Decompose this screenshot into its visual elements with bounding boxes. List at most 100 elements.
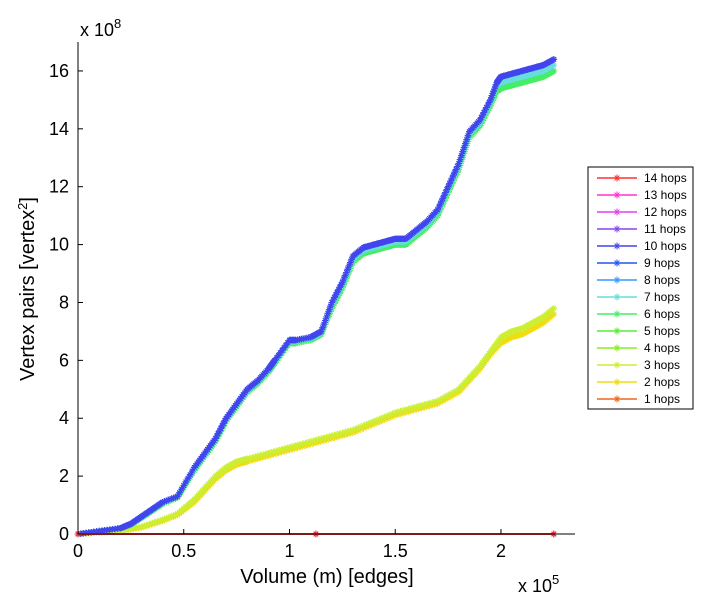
data-point: [296, 441, 304, 448]
series-line: [77, 58, 555, 535]
data-point: [421, 401, 428, 408]
y-tick-label: 16: [49, 61, 69, 81]
data-point: [148, 519, 156, 527]
data-point: [434, 397, 441, 405]
data-point: [460, 144, 468, 151]
data-point: [450, 171, 457, 179]
data-point: [323, 433, 330, 441]
data-point: [436, 396, 444, 403]
data-point: [122, 526, 129, 534]
series-line: [77, 64, 555, 535]
series-line: [77, 70, 555, 535]
data-point: [159, 516, 166, 523]
data-point: [435, 203, 443, 211]
data-point: [439, 394, 447, 402]
data-point: [399, 407, 407, 414]
data-point: [431, 398, 439, 405]
data-point: [488, 92, 496, 99]
data-point: [281, 445, 288, 452]
data-point: [360, 422, 367, 429]
legend-marker-icon: [613, 276, 621, 284]
data-point: [370, 417, 378, 425]
data-point: [447, 390, 454, 397]
data-point: [365, 420, 372, 427]
plot-area: [74, 56, 558, 538]
series-line: [77, 307, 555, 535]
legend-label: 14 hops: [644, 171, 687, 185]
data-point: [357, 423, 365, 430]
x-tick-label: 2: [496, 541, 506, 561]
legend-marker-icon: [613, 191, 621, 199]
data-point: [550, 61, 558, 69]
series-line: [77, 58, 555, 535]
data-point: [243, 455, 251, 462]
series-10-hops: [74, 56, 558, 538]
x-tick-label: 0.5: [171, 541, 196, 561]
legend-label: 6 hops: [644, 307, 680, 321]
series-4-hops: [74, 67, 558, 538]
data-point: [491, 91, 499, 99]
x-multiplier-exponent: 5: [552, 572, 559, 587]
data-point: [189, 467, 196, 475]
data-point: [436, 200, 444, 208]
data-point: [376, 415, 383, 423]
data-point: [487, 96, 494, 104]
data-point: [304, 438, 312, 446]
data-point: [307, 438, 314, 445]
data-point: [331, 431, 338, 439]
data-point: [452, 387, 460, 394]
data-point: [477, 114, 485, 121]
data-point: [291, 442, 298, 449]
x-tick-label: 0: [73, 541, 83, 561]
data-point: [550, 56, 558, 63]
data-point: [180, 482, 187, 489]
series-line: [77, 58, 555, 535]
data-point: [480, 109, 487, 116]
y-tick-label: 0: [59, 524, 69, 544]
data-point: [481, 106, 489, 114]
data-point: [154, 518, 161, 525]
legend-label: 8 hops: [644, 273, 680, 287]
data-point: [331, 294, 338, 301]
legend-box: [587, 166, 694, 410]
data-point: [135, 524, 143, 531]
legend-marker-icon: [613, 208, 621, 216]
axes: [77, 42, 575, 535]
data-point: [410, 404, 417, 411]
data-point: [550, 310, 558, 318]
data-point: [275, 446, 283, 454]
series-7-hops: [74, 61, 558, 538]
data-point: [464, 132, 472, 139]
data-point: [444, 391, 452, 399]
y-tick-label: 12: [49, 177, 69, 197]
data-point: [332, 291, 339, 299]
data-point: [315, 436, 322, 443]
data-point: [161, 515, 168, 523]
data-point: [336, 430, 343, 437]
data-point: [463, 136, 470, 143]
legend-entry: 6 hops: [597, 307, 680, 321]
data-point: [130, 525, 137, 532]
data-point: [394, 408, 402, 415]
series-6-hops: [74, 67, 558, 538]
legend-marker-icon: [613, 395, 621, 403]
data-point: [168, 512, 176, 520]
data-point: [220, 420, 227, 427]
data-point: [448, 174, 456, 182]
data-point: [178, 485, 185, 493]
data-point: [347, 259, 354, 266]
legend-label: 2 hops: [644, 375, 680, 389]
y-tick-label: 14: [49, 119, 69, 139]
data-point: [168, 495, 176, 502]
data-point: [121, 523, 128, 530]
legend-label: 7 hops: [644, 290, 680, 304]
data-point: [324, 310, 332, 317]
data-point: [405, 405, 412, 413]
data-point: [323, 313, 330, 321]
data-point: [386, 411, 394, 418]
data-point: [127, 525, 135, 533]
data-point: [339, 429, 346, 436]
data-point: [164, 514, 172, 521]
data-point: [318, 328, 325, 335]
data-point: [270, 448, 277, 455]
